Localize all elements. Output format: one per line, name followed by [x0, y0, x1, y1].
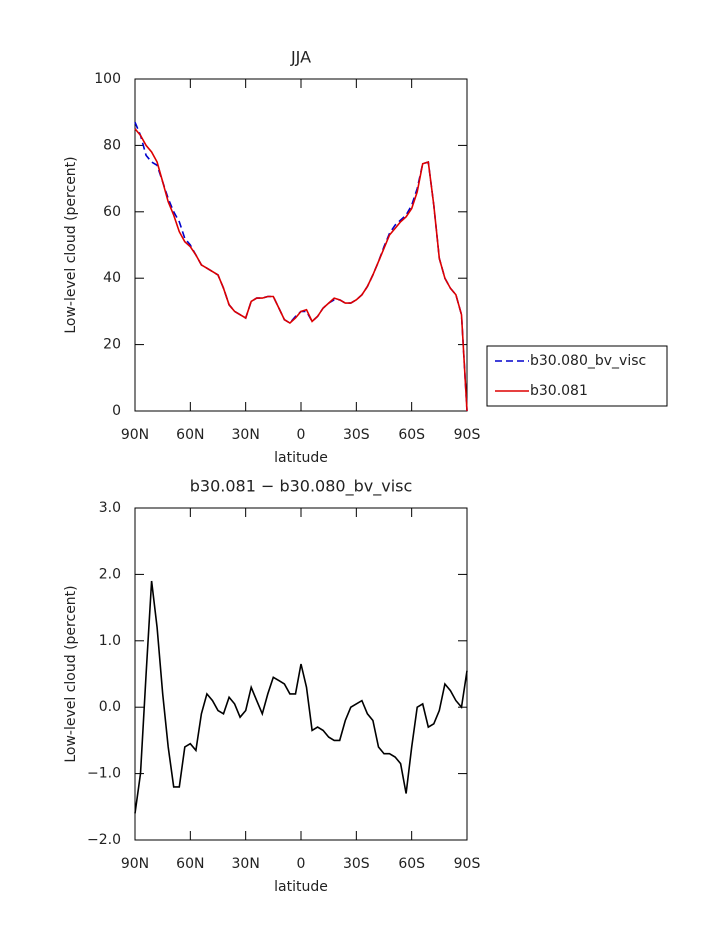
y-tick-label: 20 [103, 337, 121, 353]
x-tick-label: 30S [343, 427, 370, 443]
x-tick-label: 30S [343, 856, 370, 872]
y-tick-label: 60 [103, 204, 121, 220]
y-axis-label: Low-level cloud (percent) [63, 156, 79, 333]
plot-frame [134, 78, 468, 412]
y-tick-label: 2.0 [99, 566, 121, 582]
y-tick-label: 100 [94, 71, 121, 87]
y-axis-label: Low-level cloud (percent) [63, 585, 79, 762]
x-axis-label: latitude [274, 450, 328, 466]
y-tick-label: −1.0 [87, 766, 121, 782]
x-tick-label: 30N [232, 427, 260, 443]
y-tick-label: 80 [103, 137, 121, 153]
x-tick-label: 90N [121, 856, 149, 872]
legend-box [486, 345, 668, 407]
x-tick-label: 60S [398, 427, 425, 443]
x-axis-label: latitude [274, 879, 328, 895]
x-tick-label: 90N [121, 427, 149, 443]
chart-title: JJA [290, 48, 311, 67]
y-tick-label: 0.0 [99, 699, 121, 715]
legend-label: b30.081 [530, 383, 588, 399]
series-line [134, 580, 468, 814]
x-tick-label: 0 [297, 856, 306, 872]
x-tick-label: 60S [398, 856, 425, 872]
x-tick-label: 90S [454, 856, 481, 872]
y-tick-label: 3.0 [99, 500, 121, 516]
x-tick-label: 30N [232, 856, 260, 872]
series-line [134, 128, 468, 412]
legend-label: b30.080_bv_visc [530, 353, 646, 369]
x-tick-label: 60N [176, 427, 204, 443]
y-tick-label: 1.0 [99, 633, 121, 649]
y-tick-label: −2.0 [87, 832, 121, 848]
y-tick-label: 40 [103, 270, 121, 286]
x-tick-label: 60N [176, 856, 204, 872]
plot-frame [134, 507, 468, 841]
x-tick-label: 90S [454, 427, 481, 443]
chart-title: b30.081 − b30.080_bv_visc [190, 477, 413, 497]
x-tick-label: 0 [297, 427, 306, 443]
y-tick-label: 0 [112, 403, 121, 419]
series-line [134, 121, 468, 412]
